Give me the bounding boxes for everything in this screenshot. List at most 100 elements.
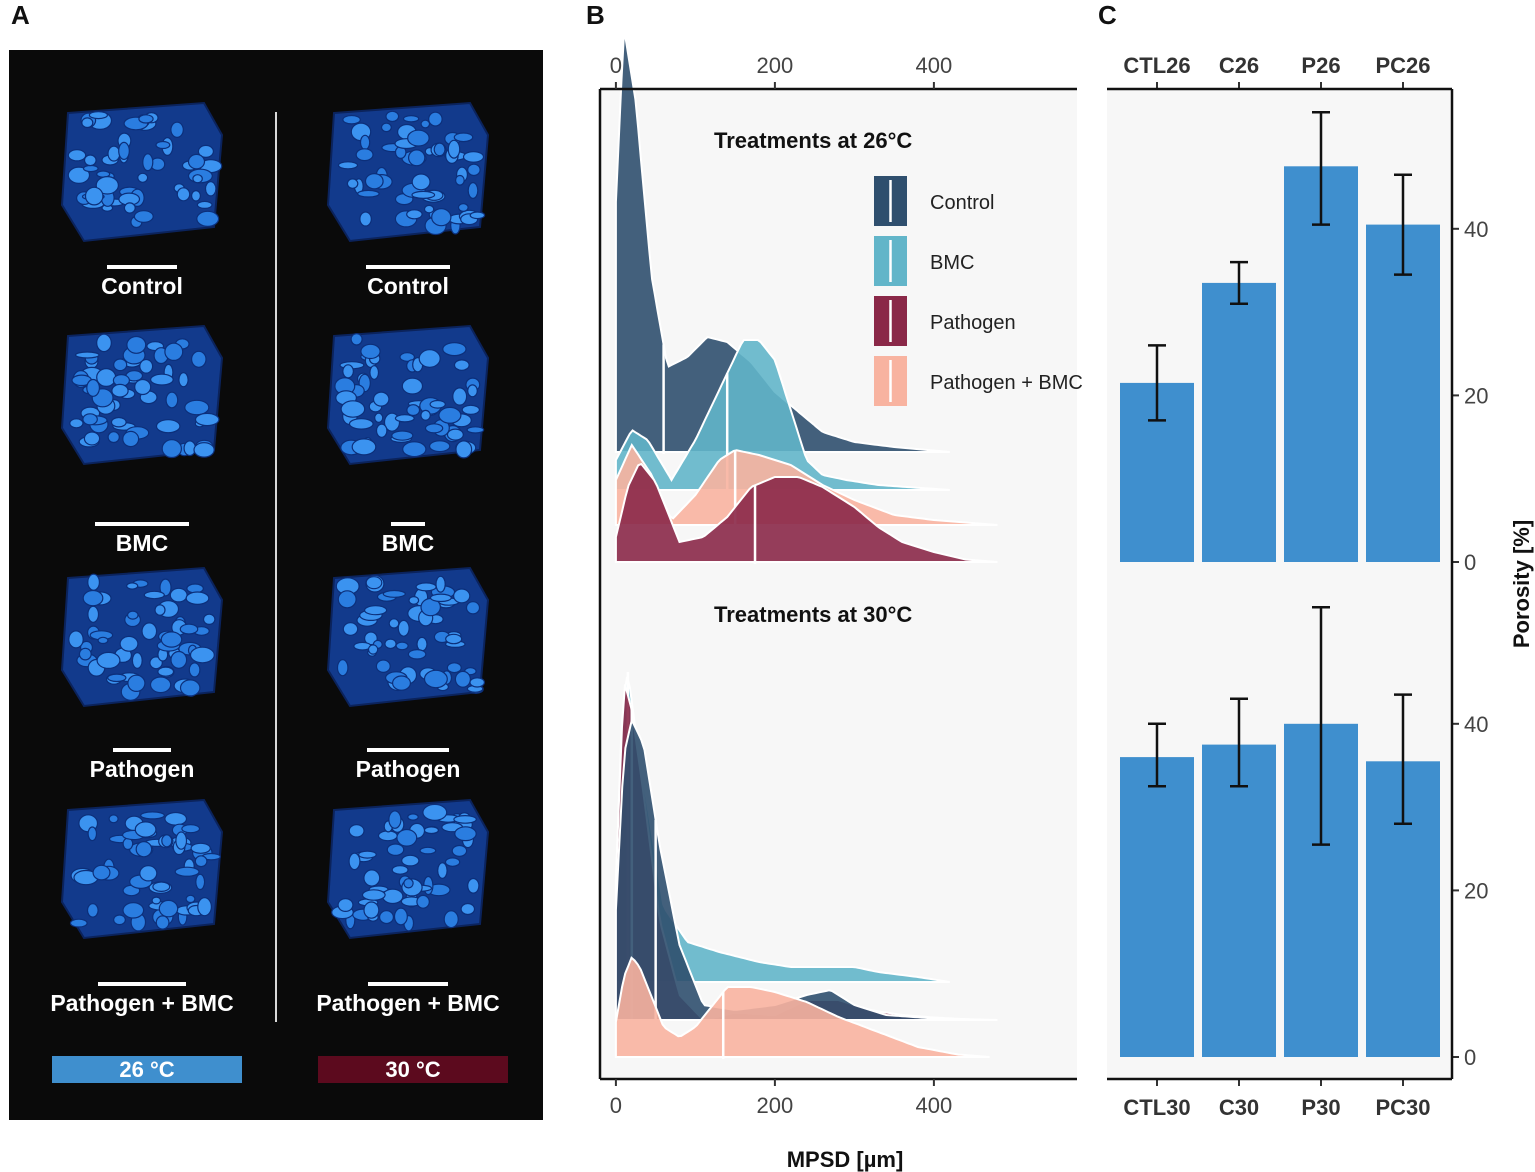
- pore-grain: [433, 142, 446, 157]
- pore-grain: [169, 587, 188, 603]
- pore-grain: [431, 208, 452, 227]
- scan-label: BMC: [381, 530, 435, 556]
- pore-grain: [134, 821, 157, 838]
- facet-title: Treatments at 26°C: [714, 128, 912, 153]
- scale-bar: [98, 982, 186, 986]
- pore-grain: [455, 440, 473, 459]
- pore-grain: [140, 811, 165, 820]
- plot-background: [600, 89, 1077, 1079]
- panel-label-a: A: [11, 0, 30, 30]
- pore-grain: [350, 332, 363, 346]
- pore-grain: [155, 915, 170, 930]
- ct-scan-image: [54, 318, 230, 468]
- pore-grain: [467, 163, 481, 177]
- pore-grain: [403, 878, 414, 889]
- pore-grain: [108, 814, 119, 824]
- pore-grain: [407, 813, 419, 821]
- pore-grain: [87, 826, 98, 842]
- pore-grain: [359, 211, 372, 227]
- pore-grain: [435, 575, 446, 593]
- pore-grain: [391, 675, 411, 691]
- density-ridge-bmc: [614, 339, 950, 491]
- porosity-bar-chart: 0 20 40 CTL26 C26 P26 PC26 0 20 40 CTL30 C30 P30 PC30…: [1107, 53, 1534, 1120]
- pore-grain: [442, 342, 467, 357]
- pore-grain: [342, 114, 361, 125]
- pore-grain: [157, 666, 175, 677]
- density-ridge-pathogen: [614, 462, 998, 563]
- pore-grain: [395, 641, 409, 651]
- pore-grain: [119, 635, 139, 652]
- pore-grain: [467, 384, 478, 398]
- pore-grain: [446, 428, 464, 441]
- pore-grain: [365, 576, 383, 590]
- pore-grain: [113, 358, 128, 372]
- y-tick-label: 40: [1464, 712, 1488, 737]
- pore-grain: [149, 676, 172, 694]
- pore-grain: [138, 114, 154, 124]
- pore-grain: [406, 404, 421, 417]
- pore-grain: [465, 601, 481, 615]
- pore-grain: [170, 650, 188, 669]
- pore-grain: [86, 903, 99, 918]
- pore-grain: [154, 604, 166, 616]
- pore-grain: [361, 889, 386, 901]
- temperature-badge: 26 °C: [52, 1056, 242, 1083]
- pore-grain: [74, 351, 100, 359]
- pore-grain: [112, 914, 126, 926]
- pore-grain: [68, 630, 84, 649]
- pore-grain: [193, 442, 215, 458]
- pore-grain: [175, 831, 188, 850]
- pore-grain: [453, 359, 470, 371]
- pore-grain: [97, 636, 109, 645]
- category-label: C30: [1219, 1095, 1259, 1120]
- pore-grain: [82, 164, 99, 173]
- pore-grain: [422, 803, 448, 821]
- pore-grain: [447, 139, 461, 159]
- legend: Control BMC Pathogen Pathogen + BMC: [874, 176, 1083, 406]
- column-divider: [275, 112, 277, 1022]
- pore-grain: [82, 589, 104, 607]
- pore-grain: [127, 674, 146, 693]
- pore-grain: [462, 151, 485, 163]
- pore-grain: [161, 439, 183, 459]
- pore-grain: [453, 132, 474, 143]
- pore-grain: [419, 846, 437, 855]
- pore-grain: [397, 619, 410, 637]
- pore-grain: [137, 172, 149, 183]
- ct-scan-image: [320, 560, 496, 710]
- category-label: P30: [1301, 1095, 1340, 1120]
- pore-grain: [158, 899, 179, 918]
- ct-scan-image: [320, 792, 496, 942]
- pore-grain: [429, 399, 446, 409]
- scale-bar: [107, 265, 177, 269]
- pore-grain: [86, 378, 100, 397]
- density-ridge-control: [614, 716, 998, 1021]
- bottom-x-tick-label: 400: [916, 1093, 953, 1118]
- pore-grain: [415, 582, 437, 592]
- pore-grain: [87, 573, 100, 591]
- pore-grain: [149, 373, 174, 386]
- scan-label: Pathogen: [355, 756, 461, 782]
- pore-grain: [92, 864, 111, 881]
- pore-grain: [355, 148, 374, 162]
- pore-grain: [423, 669, 448, 689]
- category-label: PC30: [1375, 1095, 1430, 1120]
- pore-grain: [378, 910, 394, 925]
- pore-grain: [152, 881, 171, 892]
- ridge-panel: [614, 35, 998, 564]
- pore-grain: [467, 877, 480, 894]
- legend-label: Control: [930, 192, 994, 214]
- pore-grain: [195, 873, 206, 891]
- pore-grain: [337, 161, 359, 170]
- pore-grain: [155, 140, 171, 150]
- pore-grain: [446, 662, 462, 674]
- pore-grain: [131, 652, 143, 669]
- scale-bar: [367, 748, 449, 752]
- pore-grain: [141, 622, 158, 641]
- pore-grain: [348, 823, 365, 838]
- pore-grain: [388, 618, 400, 629]
- pore-grain: [164, 811, 188, 826]
- pore-grain: [346, 178, 359, 189]
- pore-grain: [424, 423, 444, 434]
- pore-grain: [142, 153, 154, 172]
